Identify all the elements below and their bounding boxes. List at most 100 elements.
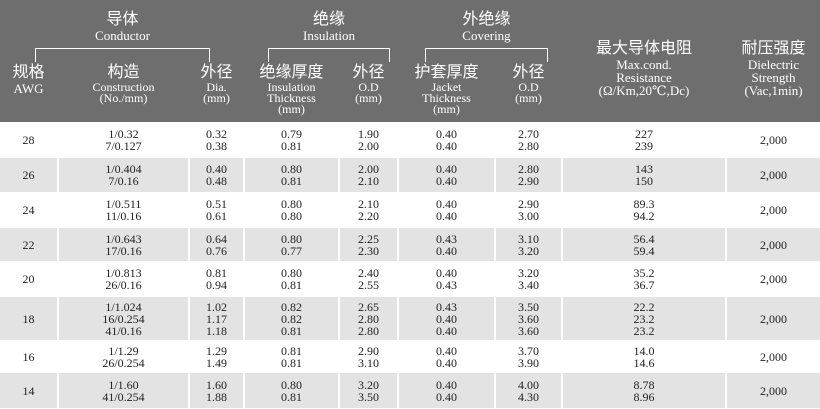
table-cell: 2,000 — [727, 297, 820, 340]
table-cell: 2,000 — [727, 262, 820, 296]
column-title-en: Jacket — [431, 80, 462, 94]
cell-text: 0.81 — [281, 174, 302, 188]
cell-text: 11/0.16 — [105, 209, 142, 223]
table-cell: 1/0.404 7/0.16 — [59, 158, 188, 192]
table-cell: 35.2 36.7 — [563, 262, 725, 296]
column-title-en: Dia. — [206, 80, 227, 94]
table-cell: 1.29 1.49 — [190, 341, 243, 372]
cell-text: 2.20 — [358, 209, 379, 223]
column-title-zh: 外径 — [352, 64, 385, 81]
column-title-en: (mm) — [278, 102, 305, 116]
cell-text: 14 — [22, 383, 35, 398]
column-header: 外径 O.D (mm) — [496, 64, 561, 116]
cell-text: 2.55 — [358, 278, 379, 292]
cell-text: 0.61 — [206, 209, 227, 223]
cell-text: 3.50 — [518, 299, 539, 314]
cell-text: 0.40 — [436, 323, 457, 338]
cell-text: 0.81 — [206, 266, 227, 280]
cell-text: 3.10 — [358, 355, 379, 370]
column-title-en: (Vac,1min) — [744, 83, 803, 98]
table-cell: 143 150 — [563, 158, 725, 192]
cell-text: 0.40 — [436, 311, 457, 326]
cell-text: 24 — [22, 203, 35, 217]
group-header: 导体 Conductor — [35, 8, 210, 46]
column-title-en: AWG — [13, 81, 44, 96]
cell-text: 3.20 — [358, 377, 379, 392]
cell-text: 2.00 — [358, 138, 379, 153]
column-title-en: Insulation — [267, 80, 316, 94]
cell-text: 2,000 — [760, 383, 787, 398]
cell-text: 26 — [22, 168, 35, 182]
table-cell: 3.70 3.90 — [496, 341, 561, 372]
cell-text: 0.80 — [281, 231, 302, 246]
cell-text: 0.43 — [436, 299, 457, 314]
cell-text: 28 — [22, 132, 35, 147]
column-title-en: (mm) — [355, 91, 382, 105]
column-header: 最大导体电阻 Max.cond. Resistance (Ω/Km,20℃,Dc) — [563, 40, 725, 110]
bracket — [209, 48, 210, 62]
cell-text: 0.32 — [206, 126, 227, 141]
bracket — [35, 48, 210, 49]
cell-text: 2.80 — [358, 323, 379, 338]
group-title-en: Insulation — [303, 28, 355, 43]
table-cell: 2.90 3.10 — [340, 341, 397, 372]
cell-text: 2.40 — [358, 266, 379, 280]
cell-text: 0.40 — [436, 377, 457, 392]
cell-text: 2,000 — [760, 203, 787, 217]
cell-text: 26/0.16 — [105, 278, 142, 292]
column-title-en: Construction — [92, 80, 155, 94]
table-cell: 1.02 1.17 1.18 — [190, 297, 243, 340]
table-cell: 3.50 3.60 3.60 — [496, 297, 561, 340]
column-header: 构造 Construction (No./mm) — [59, 64, 188, 116]
cell-text: 0.80 — [281, 209, 302, 223]
group-title-zh: 导体 — [106, 11, 139, 28]
column-title-en: Max.cond. — [616, 57, 672, 72]
column-title-zh: 护套厚度 — [414, 64, 479, 81]
cell-text: 8.96 — [633, 389, 655, 404]
column-title-zh: 绝缘厚度 — [259, 64, 324, 81]
cell-text: 1.18 — [206, 323, 227, 338]
table-cell: 2.70 2.80 — [496, 122, 561, 157]
table-cell: 0.80 0.81 — [245, 158, 338, 192]
bracket — [268, 48, 390, 49]
cell-text: 16/0.254 — [102, 311, 145, 326]
column-title-en: (mm) — [433, 102, 460, 116]
cell-text: 1.02 — [206, 299, 227, 314]
column-title-en: Thickness — [267, 91, 316, 105]
cell-text: 2.65 — [358, 299, 379, 314]
cell-text: 227 — [635, 126, 653, 141]
table-cell: 2.65 2.80 2.80 — [340, 297, 397, 340]
cell-text: 0.40 — [436, 343, 457, 358]
table-cell: 2.10 2.20 — [340, 193, 397, 227]
cell-text: 8.78 — [633, 377, 655, 392]
cell-text: 2,000 — [760, 272, 787, 286]
cell-text: 2.90 — [358, 343, 379, 358]
cell-text: 150 — [635, 174, 653, 188]
cell-text: 94.2 — [633, 209, 655, 223]
group-title-zh: 绝缘 — [312, 11, 345, 28]
cell-text: 2.25 — [358, 231, 379, 246]
cell-text: 2.30 — [358, 243, 379, 258]
table-cell: 14.0 14.6 — [563, 341, 725, 372]
table-cell: 0.40 0.40 — [399, 373, 494, 408]
cell-text: 0.40 — [436, 126, 457, 141]
header: 导体 Conductor 绝缘 Insulation 外绝缘 Covering 规格 AWG 构… — [0, 0, 820, 122]
cell-text: 0.43 — [436, 231, 457, 246]
bracket — [547, 48, 548, 62]
cell-text: 1/0.813 — [105, 266, 142, 280]
cell-text: 3.40 — [518, 278, 539, 292]
table-cell: 0.40 0.48 — [190, 158, 243, 192]
cell-text: 0.51 — [206, 197, 227, 211]
cell-text: 1.17 — [206, 311, 227, 326]
column-title-en: (Ω/Km,20℃,Dc) — [598, 83, 690, 98]
cell-text: 3.20 — [518, 266, 539, 280]
table-cell: 1/1.024 16/0.254 41/0.16 — [59, 297, 188, 340]
cell-text: 18 — [22, 311, 35, 326]
cell-text: 0.43 — [436, 278, 457, 292]
column-title-en: (No./mm) — [99, 91, 148, 105]
table-cell: 22 — [0, 228, 57, 261]
table-cell: 2,000 — [727, 122, 820, 157]
cell-text: 36.7 — [633, 278, 655, 292]
column-title-zh: 外径 — [200, 64, 233, 81]
table-cell: 0.80 0.81 — [245, 373, 338, 408]
